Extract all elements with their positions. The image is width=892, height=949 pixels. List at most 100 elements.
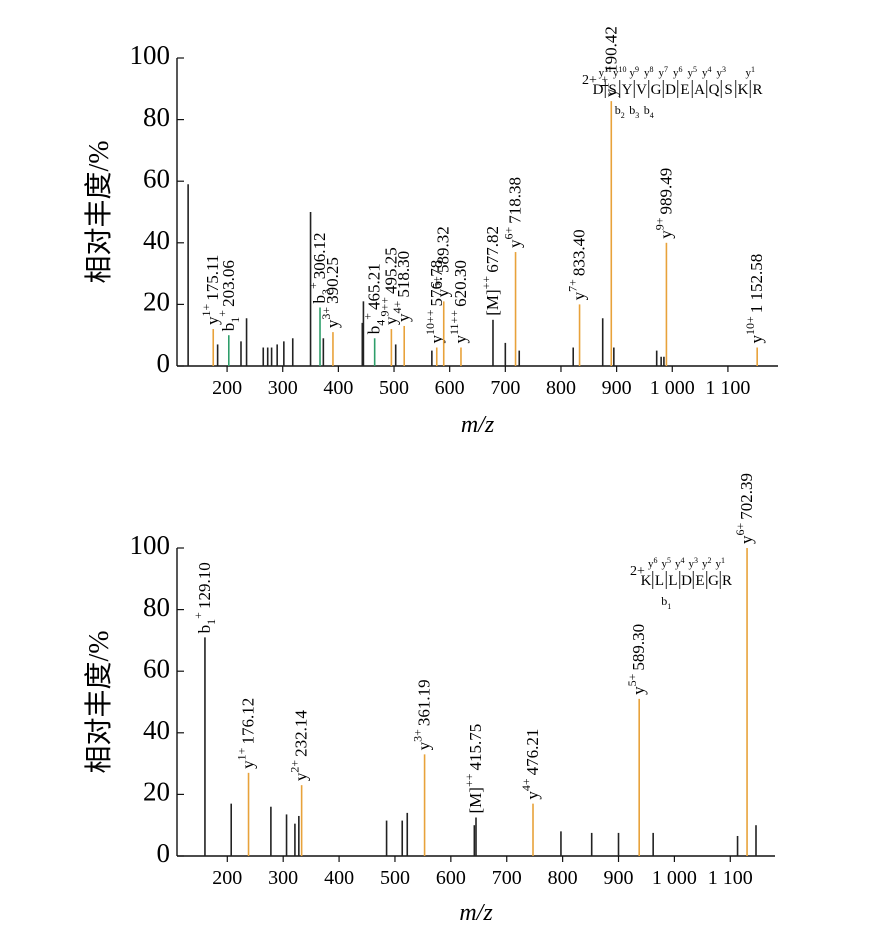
y-tick-label: 100	[130, 530, 171, 560]
b-ion-marker: b1	[661, 594, 671, 611]
y-axis-label: 相对丰度/%	[83, 630, 115, 773]
x-tick-label: 300	[268, 867, 298, 889]
y-ion-marker: y3	[689, 556, 699, 570]
y-tick-label: 20	[143, 777, 170, 807]
y-ion-marker: y6	[673, 65, 683, 79]
peak-label: y4+518.30	[390, 251, 413, 322]
b-ion-marker: b4	[644, 103, 654, 120]
x-tick-label: 200	[212, 867, 242, 889]
y-ion-marker: y4	[675, 556, 685, 570]
x-tick-label: 500	[379, 377, 409, 399]
x-tick-label: 400	[324, 867, 354, 889]
peak-label: y1+176.12	[235, 698, 258, 769]
y-tick-label: 100	[130, 40, 171, 70]
y-ion-marker: y2	[702, 556, 712, 570]
x-tick-label: 700	[490, 377, 520, 399]
residue-letter: S	[724, 82, 732, 98]
x-axis-label: m/z	[461, 412, 495, 438]
x-tick-label: 1 100	[708, 867, 753, 889]
x-tick-label: 300	[268, 377, 298, 399]
residue-letter: D	[681, 573, 692, 589]
y-ion-marker: y9	[630, 65, 640, 79]
residue-letter: A	[694, 82, 705, 98]
y-ion-marker: y8	[644, 65, 654, 79]
peak-label: y5+589.32	[430, 226, 453, 297]
y-tick-label: 40	[143, 225, 170, 255]
peak-label: y6+702.39	[733, 473, 756, 544]
peak-label: y2+232.14	[288, 710, 311, 782]
residue-letter: S	[608, 82, 616, 98]
peak-label: y9++495.25	[377, 247, 400, 325]
peak-label: b1+203.06	[215, 260, 242, 331]
b-ion-marker: b3	[629, 103, 639, 120]
y-ion-marker: y5	[688, 65, 698, 79]
x-tick-label: 1 000	[652, 867, 697, 889]
x-tick-label: 200	[212, 377, 242, 399]
x-tick-label: 1 100	[705, 377, 750, 399]
peak-label: [M]++415.75	[462, 724, 485, 814]
y-axis-label: 相对丰度/%	[83, 140, 115, 283]
y-tick-label: 0	[157, 348, 171, 378]
charge-state-label: 2+	[582, 73, 597, 88]
residue-letter: L	[655, 573, 664, 589]
y-ion-marker: y6	[648, 556, 658, 570]
residue-letter: K	[641, 573, 652, 589]
peak-label: y4+476.21	[519, 729, 542, 800]
peak-label: y1+175.11	[199, 255, 222, 325]
y-ion-marker: y1	[746, 65, 756, 79]
y-ion-marker: y11	[599, 65, 612, 79]
x-axis-label: m/z	[459, 900, 493, 926]
peak-label: [M]++677.82	[479, 226, 502, 316]
y-tick-label: 0	[157, 838, 171, 868]
x-tick-label: 600	[435, 377, 465, 399]
y-tick-label: 20	[143, 287, 170, 317]
peak-label: y10+1 152.58	[743, 254, 766, 344]
peak-label: b3+306.12	[306, 232, 333, 303]
residue-letter: Q	[709, 82, 720, 98]
peak-label: y11++620.30	[447, 260, 470, 343]
y-ion-marker: y4	[702, 65, 712, 79]
spectrum-panel-1: 0 20 40 60 80 100 200 300 400 500 600 700 800 900 1 00…	[83, 26, 778, 438]
x-tick-label: 800	[548, 867, 578, 889]
residue-letter: R	[752, 82, 762, 98]
y-ion-marker: y7	[659, 65, 669, 79]
peak-label: y5+589.30	[625, 624, 648, 695]
peak-label: y6+718.38	[502, 177, 525, 248]
x-tick-label: 1 000	[650, 377, 695, 399]
peak-label: b1+129.10	[191, 562, 218, 633]
x-tick-label: 600	[436, 867, 466, 889]
y-ion-marker: y3	[717, 65, 727, 79]
residue-letter: E	[695, 573, 704, 589]
charge-state-label: 2+	[630, 564, 645, 579]
y-tick-label: 80	[143, 592, 170, 622]
residue-letter: D	[593, 82, 604, 98]
x-tick-label: 700	[492, 867, 522, 889]
peak-label: y1+190.42	[597, 26, 620, 97]
peak-label: y7+833.40	[566, 229, 589, 300]
x-tick-label: 800	[546, 377, 576, 399]
b-ion-marker: b2	[615, 103, 625, 120]
x-tick-label: 400	[323, 377, 353, 399]
y-tick-label: 60	[143, 653, 170, 683]
peak-label: y3+361.19	[411, 679, 434, 750]
x-tick-label: 900	[602, 377, 632, 399]
residue-letter: D	[665, 82, 676, 98]
residue-letter: R	[722, 573, 732, 589]
residue-letter: G	[651, 82, 662, 98]
residue-letter: G	[708, 573, 719, 589]
residue-letter: E	[680, 82, 689, 98]
peak-label: y10++576.78	[423, 260, 446, 344]
peak-label: y3+390.25	[319, 257, 342, 328]
residue-letter: K	[738, 82, 749, 98]
y-ion-marker: y1	[716, 556, 726, 570]
x-tick-label: 500	[380, 867, 410, 889]
spectrum-panel-2: 0 20 40 60 80 100 200 300 400 500 600 700 800 900 1 00…	[83, 473, 775, 926]
y-ion-marker: y5	[662, 556, 672, 570]
peak-label: b4+465.21	[361, 263, 388, 334]
x-tick-label: 900	[604, 867, 634, 889]
y-tick-label: 60	[143, 163, 170, 193]
y-ion-marker: y10	[613, 65, 627, 79]
residue-letter: Y	[622, 82, 633, 98]
